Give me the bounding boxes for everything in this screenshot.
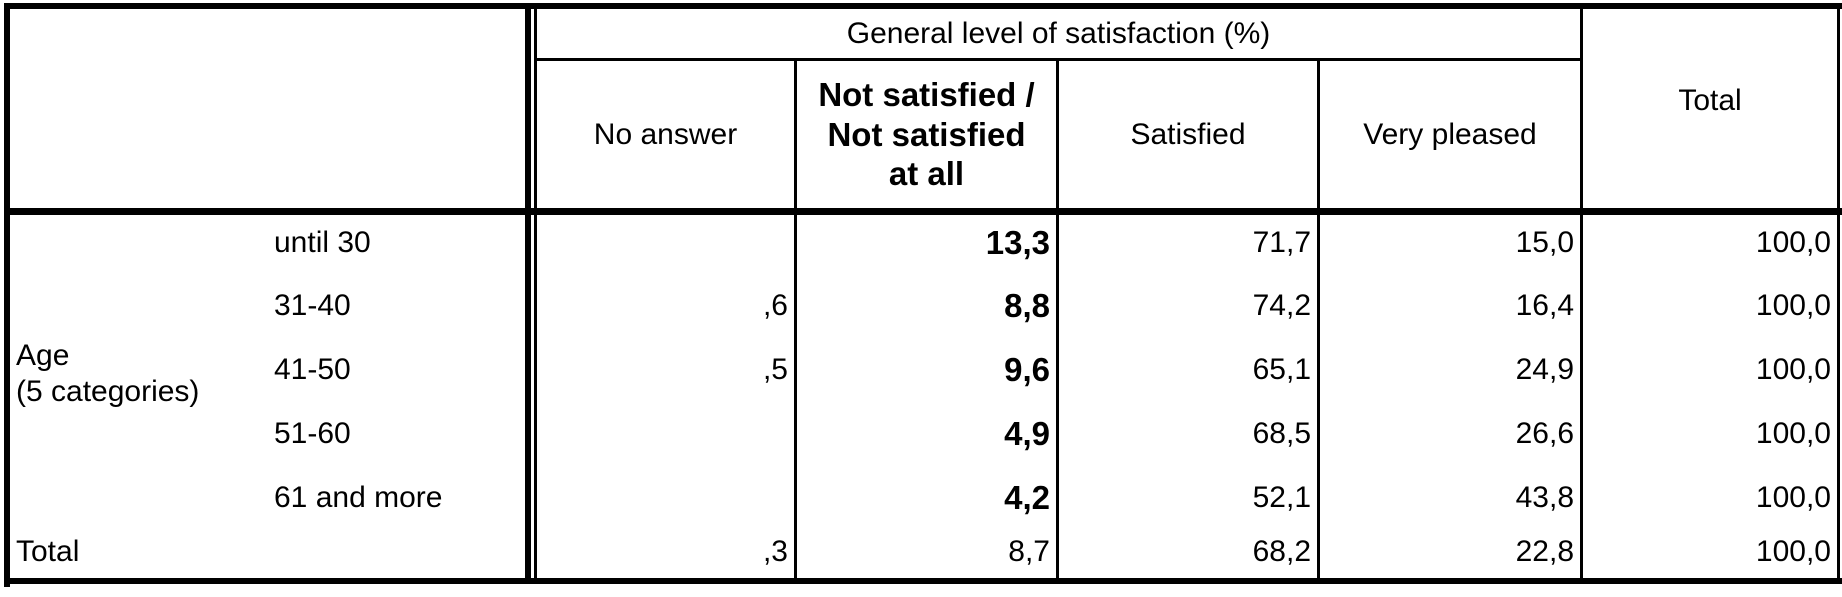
data-cell: 24,9 <box>1515 353 1574 386</box>
border <box>4 578 1842 584</box>
row-label: 31-40 <box>274 289 351 322</box>
row-group-label: Age (5 categories) <box>10 215 268 533</box>
total-cell: 8,7 <box>1008 535 1050 568</box>
data-cell: 4,9 <box>1004 415 1050 453</box>
data-cell: ,6 <box>762 289 788 322</box>
data-cell: 68,5 <box>1252 417 1311 450</box>
total-cell: 68,2 <box>1252 535 1311 568</box>
data-cell: 74,2 <box>1252 289 1311 322</box>
data-cell: ,5 <box>762 353 788 386</box>
total-header: Total <box>1678 84 1742 117</box>
row-label: 51-60 <box>274 417 351 450</box>
column-header: No answer <box>593 117 738 151</box>
data-cell: 8,8 <box>1004 287 1050 325</box>
border <box>1580 3 1583 584</box>
column-header: Satisfied <box>1130 117 1246 151</box>
data-cell: 52,1 <box>1252 481 1311 514</box>
data-cell: 4,2 <box>1004 479 1050 517</box>
data-cell: 15,0 <box>1515 226 1574 259</box>
row-label: until 30 <box>274 226 371 259</box>
data-cell: 100,0 <box>1755 226 1831 259</box>
column-header: Very pleased <box>1363 117 1537 151</box>
data-cell: 71,7 <box>1252 226 1311 259</box>
border <box>525 3 531 584</box>
border <box>534 3 537 584</box>
data-cell: 26,6 <box>1515 417 1574 450</box>
data-cell: 100,0 <box>1755 481 1831 514</box>
data-cell: 13,3 <box>985 224 1050 262</box>
border <box>1056 58 1059 584</box>
row-group-line: (5 categories) <box>16 375 200 408</box>
border <box>1317 58 1320 584</box>
group-header: General level of satisfaction (%) <box>846 16 1271 50</box>
border <box>1837 3 1840 584</box>
border <box>4 3 1842 9</box>
data-cell: 65,1 <box>1252 353 1311 386</box>
row-label: 41-50 <box>274 353 351 386</box>
data-cell: 100,0 <box>1755 289 1831 322</box>
data-cell: 100,0 <box>1755 417 1831 450</box>
total-cell: ,3 <box>762 535 788 568</box>
total-cell: 100,0 <box>1755 535 1831 568</box>
data-cell: 100,0 <box>1755 353 1831 386</box>
border <box>4 3 10 587</box>
data-cell: 9,6 <box>1004 351 1050 389</box>
data-cell: 16,4 <box>1515 289 1574 322</box>
row-label: 61 and more <box>274 481 443 514</box>
column-header: Not satisfied / Not satisfied at all <box>818 76 1035 193</box>
border <box>4 208 1842 215</box>
row-group-line: Age <box>16 339 70 372</box>
data-cell: 43,8 <box>1515 481 1574 514</box>
row-label: Total <box>16 535 80 568</box>
border <box>794 58 797 584</box>
total-cell: 22,8 <box>1515 535 1574 568</box>
